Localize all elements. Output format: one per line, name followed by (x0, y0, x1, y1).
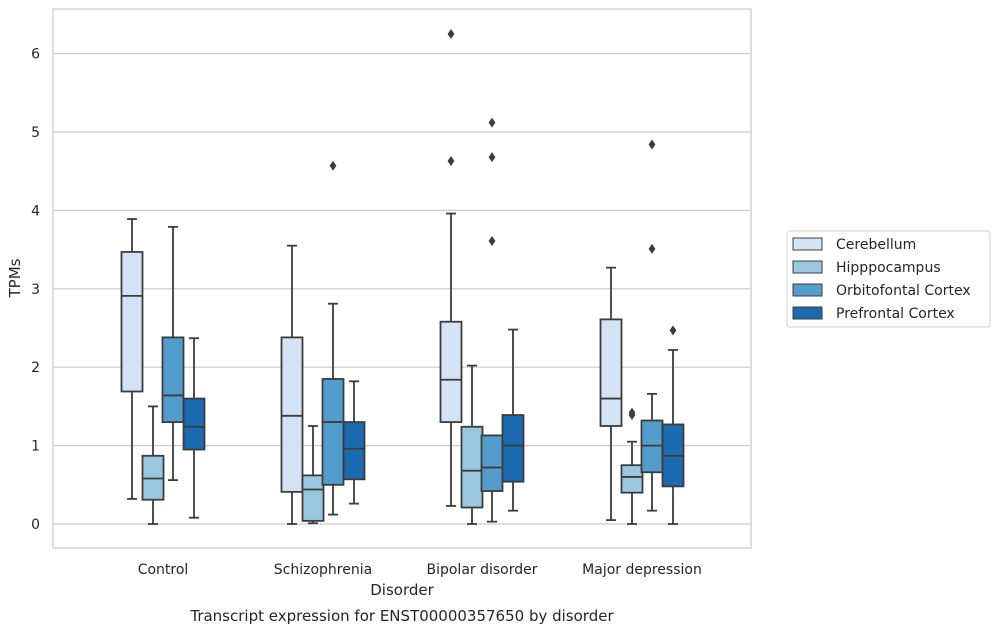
box-1-2 (321, 160, 345, 516)
legend-frame (786, 230, 991, 328)
box-0-0 (120, 218, 144, 500)
iqr-box (480, 434, 504, 492)
iqr-box (599, 318, 623, 427)
y-tick-labels: 0 1 2 3 4 5 6 (31, 47, 40, 533)
box-3-2 (640, 139, 664, 512)
x-tick-label: Bipolar disorder (426, 562, 537, 578)
chart-caption: Transcript expression for ENST0000035765… (189, 607, 614, 625)
iqr-box (439, 320, 463, 423)
iqr-box (460, 425, 484, 509)
box-3-0 (599, 266, 623, 521)
legend-label: Hipppocampus (836, 260, 941, 276)
iqr-box (161, 336, 185, 423)
x-tick-label: Schizophrenia (274, 562, 372, 578)
outlier-point (669, 325, 677, 336)
box-3-1 (620, 407, 644, 525)
box-0-2 (161, 225, 185, 481)
legend-swatch (792, 306, 823, 320)
y-tick-label: 6 (31, 47, 40, 63)
box-1-3 (342, 380, 366, 505)
y-tick-label: 1 (31, 439, 40, 455)
outlier-point (648, 243, 656, 254)
outlier-point (628, 407, 636, 418)
box-0-3 (182, 337, 206, 519)
box-1-1 (301, 425, 325, 525)
y-tick-label: 2 (31, 360, 40, 376)
box-3-3 (661, 325, 685, 525)
legend-label: Prefrontal Cortex (836, 306, 955, 322)
box-groups (120, 29, 685, 525)
legend-swatch (792, 237, 823, 251)
y-tick-label: 0 (31, 517, 40, 533)
iqr-box (620, 464, 644, 494)
legend-label: Orbitofontal Cortex (836, 283, 971, 299)
y-axis-label: TPMs (6, 258, 24, 298)
plot-frame (52, 8, 752, 549)
x-tick-labels: Control Schizophrenia Bipolar disorder Majo… (138, 562, 702, 578)
y-tick-label: 5 (31, 125, 40, 141)
legend-swatch (792, 260, 823, 274)
box-0-1 (141, 405, 165, 525)
outlier-point (447, 29, 455, 39)
x-axis-label: Disorder (370, 581, 434, 599)
iqr-box (301, 474, 325, 522)
box-2-2 (480, 117, 504, 523)
iqr-box (501, 414, 525, 483)
x-tick-label: Major depression (582, 562, 702, 578)
outlier-point (488, 235, 496, 246)
y-tick-label: 3 (31, 282, 40, 298)
legend-swatch (792, 283, 823, 297)
legend-label: Cerebellum (836, 237, 916, 253)
x-tick-label: Control (138, 562, 189, 578)
outlier-point (329, 160, 337, 171)
box-2-3 (501, 328, 525, 512)
y-tick-label: 4 (31, 203, 40, 219)
box-2-1 (460, 364, 484, 525)
outlier-point (488, 152, 496, 163)
iqr-box (280, 336, 304, 493)
iqr-box (342, 421, 366, 481)
box-1-0 (280, 244, 304, 525)
iqr-box (182, 397, 206, 451)
box-2-0 (439, 29, 463, 507)
iqr-box (120, 251, 144, 393)
outlier-point (648, 139, 656, 150)
outlier-point (447, 156, 455, 167)
legend: Cerebellum Hipppocampus Orbitofontal Corte… (786, 230, 991, 328)
outlier-point (488, 117, 496, 128)
iqr-box (321, 378, 345, 486)
